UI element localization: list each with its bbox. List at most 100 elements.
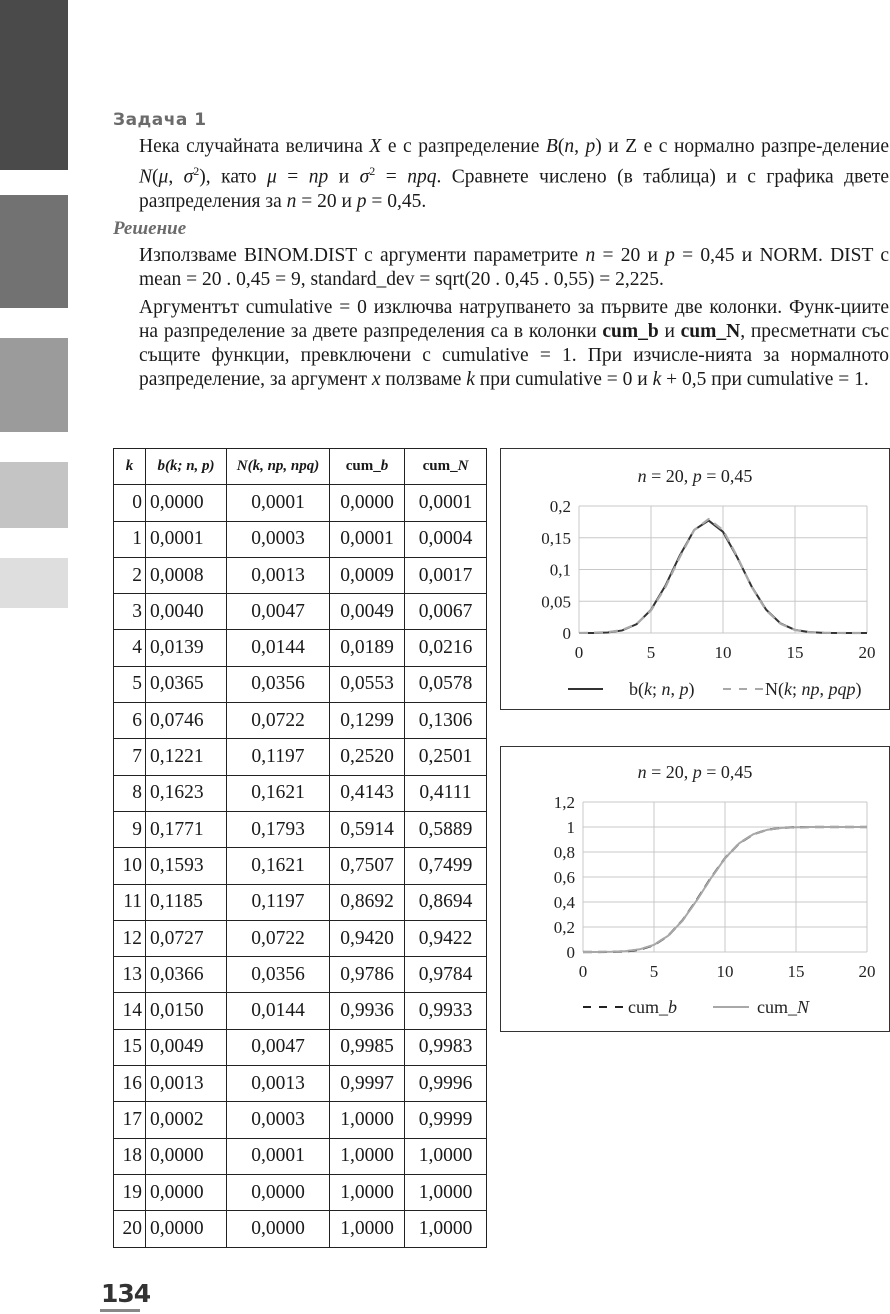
side-tab-5 — [0, 558, 68, 608]
cell-binomial: 0,0150 — [145, 992, 227, 1030]
cell-cum-b: 0,9786 — [329, 956, 405, 994]
cell-normal: 0,0013 — [226, 1065, 330, 1103]
cell-cum-n: 0,9999 — [404, 1101, 487, 1139]
x-tick-label: 15 — [787, 643, 804, 662]
legend-label-0: b(k; n, p) — [629, 679, 695, 700]
distribution-table: k b(k; n, p) N(k, np, npq) cum_b cum_N 0… — [113, 447, 487, 1248]
cell-binomial: 0,1221 — [145, 738, 227, 776]
cell-cum-n: 1,0000 — [404, 1173, 487, 1212]
y-tick-label: 0,1 — [550, 561, 571, 580]
header-normal: N(k, np, npq) — [226, 447, 330, 486]
chart-legend: cum_b cum_N — [583, 997, 810, 1017]
cell-binomial: 0,1771 — [145, 810, 227, 849]
y-tick-label: 1 — [567, 818, 576, 837]
task-heading: Задача 1 — [113, 110, 207, 130]
table-row: 16 0,0013 0,0013 0,9997 0,9996 — [113, 1065, 487, 1103]
pmf-chart: n = 20, p = 0,45 0 0,05 0,1 0,15 0,2 0 5 10 15 20 b… — [541, 466, 876, 700]
x-tick-label: 15 — [788, 962, 805, 981]
chart-title: n = 20, p = 0,45 — [638, 762, 753, 782]
cell-k: 5 — [113, 665, 146, 704]
cell-cum-b: 1,0000 — [329, 1137, 405, 1175]
x-tick-label: 20 — [859, 962, 876, 981]
cell-k: 6 — [113, 702, 146, 740]
cell-binomial: 0,0000 — [145, 1137, 227, 1175]
cell-normal: 0,1621 — [226, 774, 330, 812]
cell-k: 19 — [113, 1173, 146, 1212]
y-tick-label: 1,2 — [554, 793, 575, 812]
solution-paragraph-1: Използваме BINOM.DIST с аргументи параме… — [139, 245, 889, 290]
cell-k: 13 — [113, 956, 146, 994]
cell-cum-b: 0,4143 — [329, 774, 405, 812]
cell-normal: 0,0047 — [226, 593, 330, 631]
cell-k: 15 — [113, 1028, 146, 1067]
cell-k: 14 — [113, 992, 146, 1030]
cell-normal: 0,0356 — [226, 956, 330, 994]
table-row: 12 0,0727 0,0722 0,9420 0,9422 — [113, 919, 487, 958]
cell-cum-n: 0,9933 — [404, 992, 487, 1030]
page-number-underline — [100, 1309, 140, 1312]
cell-normal: 0,0000 — [226, 1173, 330, 1212]
cell-k: 1 — [113, 520, 146, 558]
cell-binomial: 0,0001 — [145, 520, 227, 558]
table-row: 19 0,0000 0,0000 1,0000 1,0000 — [113, 1173, 487, 1212]
table-row: 15 0,0049 0,0047 0,9985 0,9983 — [113, 1028, 487, 1067]
x-tick-label: 5 — [650, 962, 659, 981]
cell-k: 11 — [113, 883, 146, 921]
cell-normal: 0,0001 — [226, 484, 330, 522]
cell-normal: 0,0722 — [226, 919, 330, 958]
cell-cum-n: 0,9784 — [404, 956, 487, 994]
side-tab-4 — [0, 462, 68, 528]
table-row: 5 0,0365 0,0356 0,0553 0,0578 — [113, 665, 487, 704]
cell-k: 0 — [113, 484, 146, 522]
solution-heading: Решение — [113, 218, 187, 239]
y-tick-label: 0,4 — [554, 893, 576, 912]
side-tab-3 — [0, 338, 68, 432]
cell-normal: 0,0013 — [226, 556, 330, 595]
solution-paragraph-2: Аргументът cumulative = 0 изключва натру… — [139, 297, 890, 390]
table-row: 6 0,0746 0,0722 0,1299 0,1306 — [113, 702, 487, 740]
cell-cum-n: 0,9983 — [404, 1028, 487, 1067]
cell-k: 10 — [113, 847, 146, 885]
cell-cum-n: 0,2501 — [404, 738, 487, 776]
cell-cum-b: 0,9936 — [329, 992, 405, 1030]
x-tick-label: 0 — [579, 962, 588, 981]
table-row: 10 0,1593 0,1621 0,7507 0,7499 — [113, 847, 487, 885]
x-tick-label: 10 — [715, 643, 732, 662]
header-binomial: b(k; n, p) — [145, 447, 227, 486]
cell-binomial: 0,1623 — [145, 774, 227, 812]
cell-cum-n: 0,1306 — [404, 702, 487, 740]
cell-binomial: 0,0000 — [145, 1210, 227, 1248]
cell-k: 20 — [113, 1210, 146, 1248]
cell-binomial: 0,0365 — [145, 665, 227, 704]
cell-binomial: 0,0049 — [145, 1028, 227, 1067]
x-tick-label: 5 — [647, 643, 656, 662]
header-cum-n: cum_N — [404, 447, 487, 486]
cell-cum-n: 0,5889 — [404, 810, 487, 849]
cell-binomial: 0,0366 — [145, 956, 227, 994]
cdf-chart: n = 20, p = 0,45 0 0,2 0,4 0,6 0,8 1 1,2 0 5 10 15 2… — [554, 762, 876, 1017]
side-tab-1 — [0, 0, 68, 170]
side-tab-2 — [0, 195, 68, 308]
cell-normal: 0,0144 — [226, 629, 330, 667]
cell-cum-n: 0,8694 — [404, 883, 487, 921]
y-tick-label: 0,6 — [554, 868, 575, 887]
cell-normal: 0,0003 — [226, 1101, 330, 1139]
cell-cum-b: 0,0009 — [329, 556, 405, 595]
table-row: 2 0,0008 0,0013 0,0009 0,0017 — [113, 556, 487, 595]
cell-normal: 0,0047 — [226, 1028, 330, 1067]
table-row: 1 0,0001 0,0003 0,0001 0,0004 — [113, 520, 487, 558]
x-tick-label: 0 — [575, 643, 584, 662]
series-line-1 — [578, 517, 867, 635]
cell-k: 9 — [113, 810, 146, 849]
table-row: 8 0,1623 0,1621 0,4143 0,4111 — [113, 774, 487, 812]
cell-cum-b: 0,1299 — [329, 702, 405, 740]
pmf-chart-frame: n = 20, p = 0,45 0 0,05 0,1 0,15 0,2 0 5 10 15 20 b… — [500, 448, 890, 710]
x-tick-label: 20 — [859, 643, 876, 662]
legend-label-1: cum_N — [757, 997, 810, 1017]
cell-normal: 0,0144 — [226, 992, 330, 1030]
y-tick-label: 0,2 — [554, 918, 575, 937]
cdf-chart-frame: n = 20, p = 0,45 0 0,2 0,4 0,6 0,8 1 1,2 0 5 10 15 2… — [500, 746, 890, 1032]
y-tick-label: 0,8 — [554, 843, 575, 862]
table-row: 14 0,0150 0,0144 0,9936 0,9933 — [113, 992, 487, 1030]
cell-binomial: 0,0008 — [145, 556, 227, 595]
